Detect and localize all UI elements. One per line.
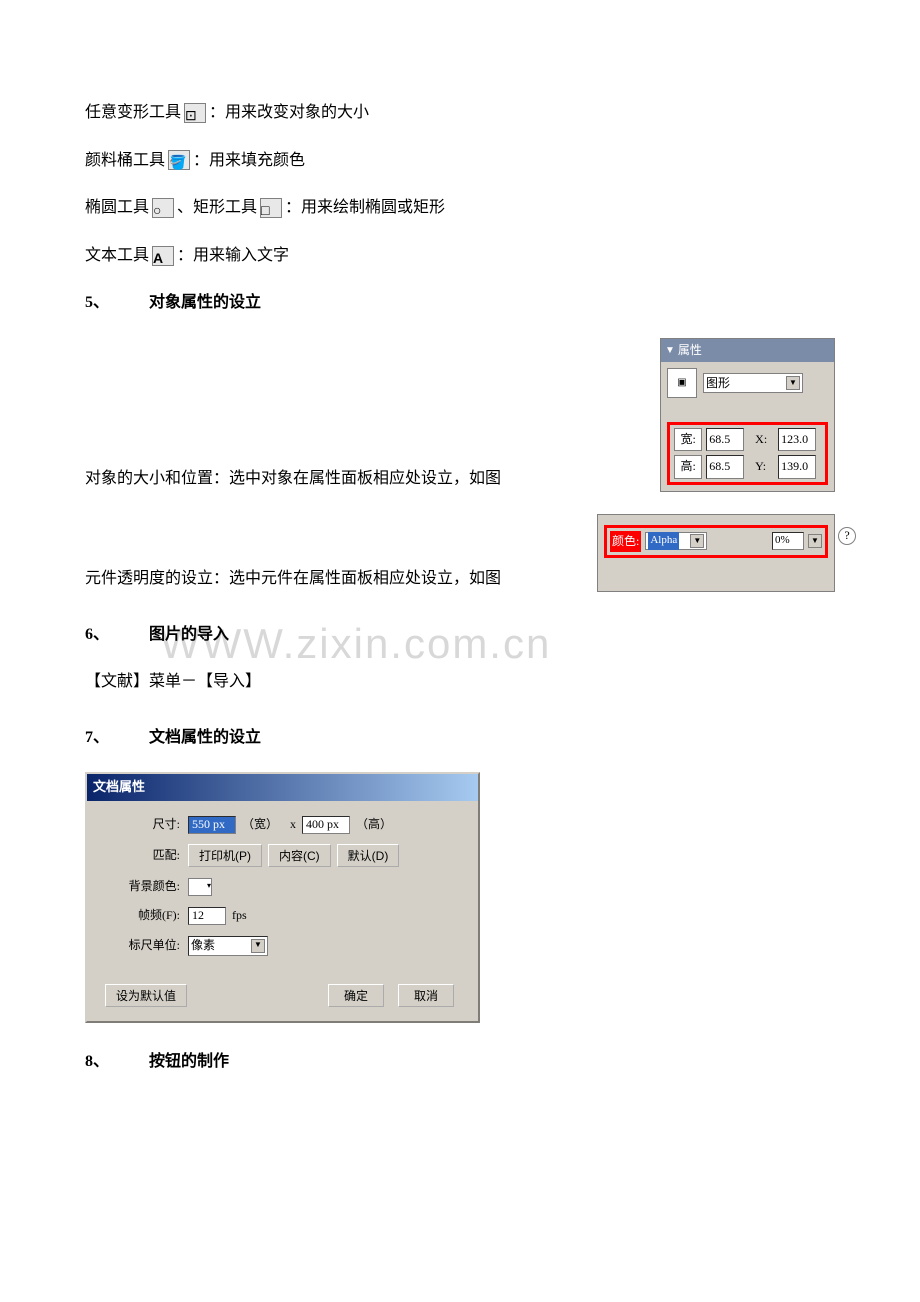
collapse-icon: ▼ xyxy=(665,343,675,359)
cancel-button[interactable]: 取消 xyxy=(398,984,454,1007)
heading-num: 6、 xyxy=(85,622,109,648)
type-label: 图形 xyxy=(706,374,730,393)
text-pre: 文本工具 xyxy=(85,243,149,269)
height-text: （高） xyxy=(356,815,392,834)
heading-num: 7、 xyxy=(85,725,109,751)
heading-title: 对象属性的设立 xyxy=(149,290,261,316)
heading-num: 8、 xyxy=(85,1049,109,1075)
text-post: ：用来填充颜色 xyxy=(193,148,305,174)
text-pre: 颜料桶工具 xyxy=(85,148,165,174)
heading-title: 按钮的制作 xyxy=(149,1049,229,1075)
chevron-down-icon: ▼ xyxy=(786,376,800,390)
text-post: ：用来绘制椭圆或矩形 xyxy=(285,195,445,221)
ruler-value: 像素 xyxy=(191,936,215,955)
x-text: x xyxy=(290,815,296,834)
width-label: 宽: xyxy=(674,428,702,451)
properties-panel: ▼ 属性 ▣ 图形 ▼ 宽: 68.5 X: 123.0 高: 68.5 Y: … xyxy=(660,338,835,492)
match-row: 匹配: 打印机(P) 内容(C) 默认(D) xyxy=(105,844,460,867)
height-input[interactable]: 68.5 xyxy=(706,455,744,478)
line-oval-rect-tool: 椭圆工具 ○ 、矩形工具 □ ：用来绘制椭圆或矩形 xyxy=(85,195,835,221)
text-post: ：用来输入文字 xyxy=(177,243,289,269)
text-pre: 任意变形工具 xyxy=(85,100,181,126)
fps-row: 帧频(F): 12 fps xyxy=(105,906,460,925)
x-label: X: xyxy=(753,430,774,449)
dimensions-box: 宽: 68.5 X: 123.0 高: 68.5 Y: 139.0 xyxy=(667,422,828,484)
preview-icon: ▣ xyxy=(667,368,697,398)
match-label: 匹配: xyxy=(105,846,180,865)
size-row: 尺寸: 550 px （宽） x 400 px （高） xyxy=(105,815,460,834)
line-transform-tool: 任意变形工具 ⊡ ：用来改变对象的大小 xyxy=(85,100,835,126)
oval-icon: ○ xyxy=(152,198,174,218)
text-icon: A xyxy=(152,246,174,266)
alpha-select[interactable]: Alpha ▼ xyxy=(645,532,707,550)
printer-button[interactable]: 打印机(P) xyxy=(188,844,262,867)
ruler-select[interactable]: 像素 ▼ xyxy=(188,936,268,956)
bg-color-swatch[interactable]: ▾ xyxy=(188,878,212,896)
height-input[interactable]: 400 px xyxy=(302,816,350,834)
text-post: ：用来改变对象的大小 xyxy=(209,100,369,126)
fps-unit: fps xyxy=(232,906,247,925)
heading-title: 图片的导入 xyxy=(149,622,229,648)
transform-icon: ⊡ xyxy=(184,103,206,123)
alpha-panel: ? 颜色: Alpha ▼ 0% ▼ xyxy=(597,514,835,592)
text-sep: 、矩形工具 xyxy=(177,195,257,221)
width-input[interactable]: 68.5 xyxy=(706,428,744,451)
bucket-icon: 🪣 xyxy=(168,150,190,170)
type-select[interactable]: 图形 ▼ xyxy=(703,373,803,393)
alpha-percent-input[interactable]: 0% xyxy=(772,532,804,550)
chevron-down-icon[interactable]: ▼ xyxy=(808,534,822,548)
default-button[interactable]: 默认(D) xyxy=(337,844,400,867)
props-title: 属性 xyxy=(678,341,702,360)
set-default-button[interactable]: 设为默认值 xyxy=(105,984,187,1007)
ok-button[interactable]: 确定 xyxy=(328,984,384,1007)
rect-icon: □ xyxy=(260,198,282,218)
heading-5: 5、 对象属性的设立 xyxy=(85,290,835,316)
import-text: 【文献】菜单－【导入】 xyxy=(85,669,261,695)
content-button[interactable]: 内容(C) xyxy=(268,844,331,867)
size-label: 尺寸: xyxy=(105,815,180,834)
height-label: 高: xyxy=(674,455,702,478)
props-header[interactable]: ▼ 属性 xyxy=(661,339,834,362)
heading-title: 文档属性的设立 xyxy=(149,725,261,751)
line-import: 【文献】菜单－【导入】 xyxy=(85,669,835,695)
y-label: Y: xyxy=(753,457,774,476)
help-icon[interactable]: ? xyxy=(838,527,856,545)
alpha-select-text: Alpha xyxy=(648,532,679,550)
ruler-row: 标尺单位: 像素 ▼ xyxy=(105,936,460,956)
dialog-title: 文档属性 xyxy=(87,774,478,801)
width-input[interactable]: 550 px xyxy=(188,816,236,834)
bg-label: 背景颜色: xyxy=(105,877,180,896)
heading-num: 5、 xyxy=(85,290,109,316)
chevron-down-icon: ▼ xyxy=(690,534,704,548)
sizepos-text: 对象的大小和位置：选中对象在属性面板相应处设立，如图 xyxy=(85,470,501,487)
heading-7: 7、 文档属性的设立 xyxy=(85,725,835,751)
bg-row: 背景颜色: ▾ xyxy=(105,877,460,896)
chevron-down-icon: ▼ xyxy=(251,939,265,953)
y-input[interactable]: 139.0 xyxy=(778,455,816,478)
fps-label: 帧频(F): xyxy=(105,906,180,925)
x-input[interactable]: 123.0 xyxy=(778,428,816,451)
text-pre1: 椭圆工具 xyxy=(85,195,149,221)
document-properties-dialog: 文档属性 尺寸: 550 px （宽） x 400 px （高） 匹配: 打印机… xyxy=(85,772,480,1022)
line-bucket-tool: 颜料桶工具 🪣 ：用来填充颜色 xyxy=(85,148,835,174)
width-text: （宽） xyxy=(242,815,278,834)
transparency-text: 元件透明度的设立：选中元件在属性面板相应处设立，如图 xyxy=(85,570,501,587)
heading-8: 8、 按钮的制作 xyxy=(85,1049,835,1075)
heading-6: 6、 图片的导入 xyxy=(85,622,835,648)
fps-input[interactable]: 12 xyxy=(188,907,226,925)
color-label: 颜色: xyxy=(610,531,641,552)
line-text-tool: 文本工具 A ：用来输入文字 xyxy=(85,243,835,269)
ruler-label: 标尺单位: xyxy=(105,936,180,955)
